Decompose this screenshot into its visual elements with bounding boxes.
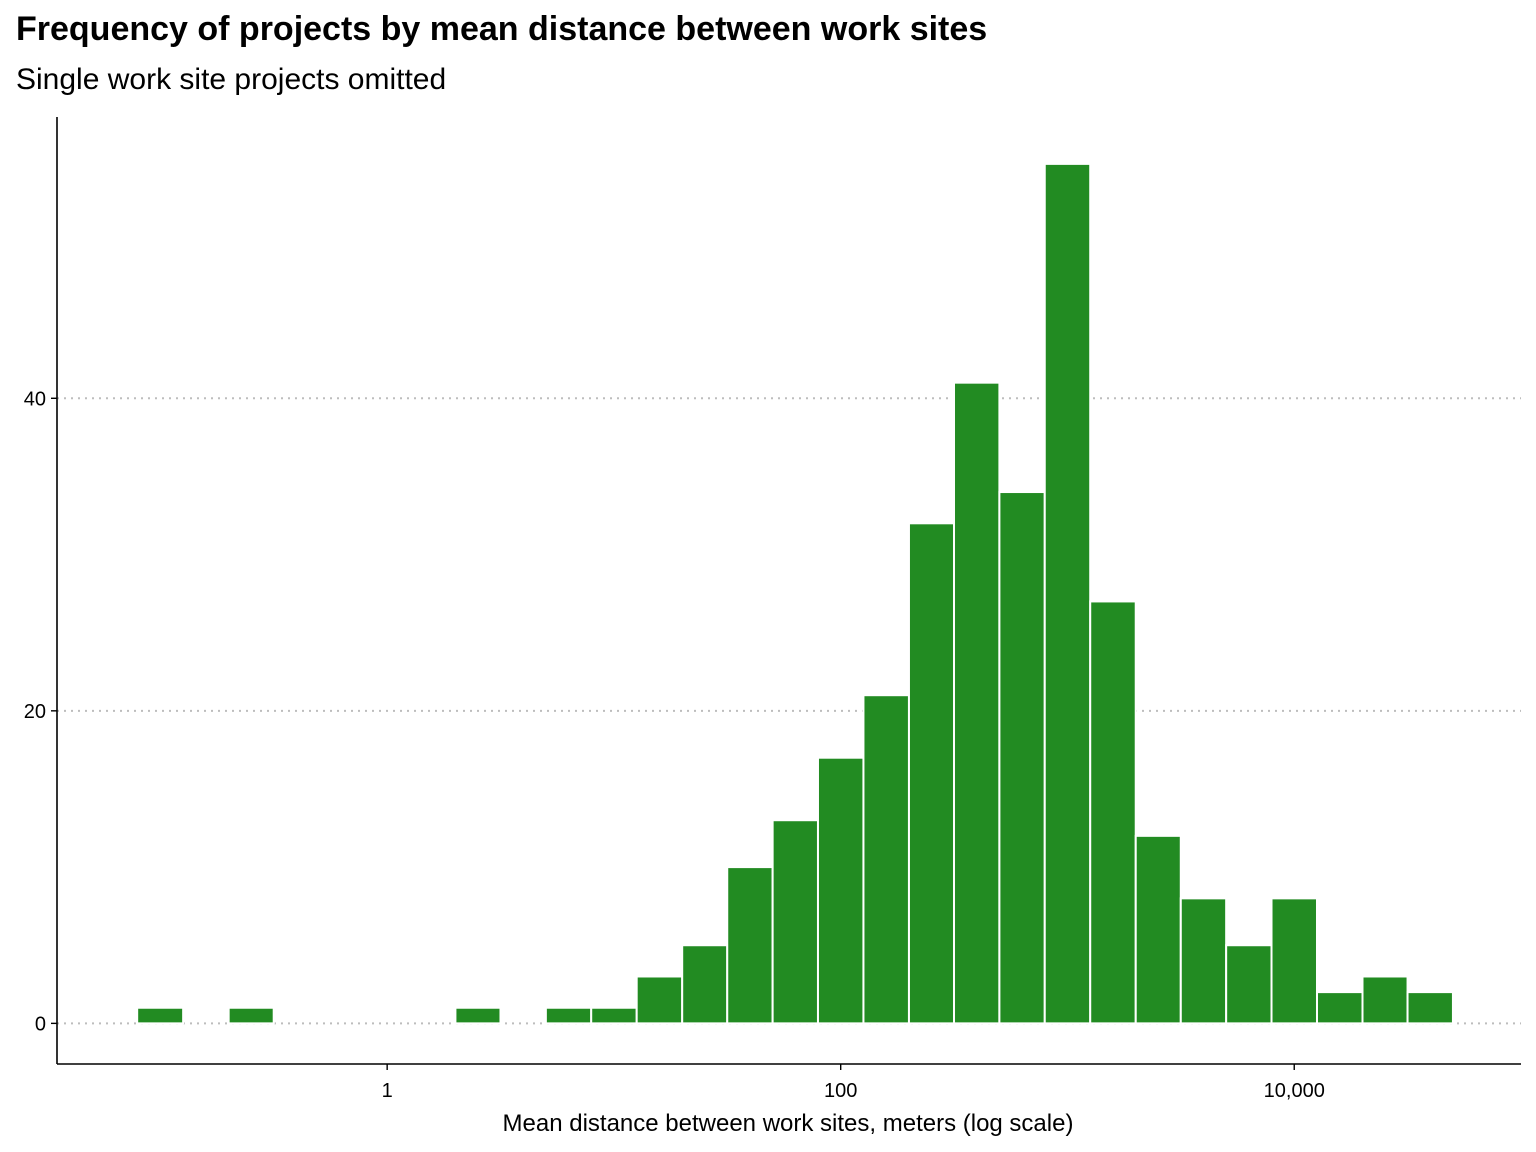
histogram-bar [1270,897,1318,1025]
histogram-bar [1315,991,1364,1025]
histogram-bar [1361,975,1409,1025]
histogram-bars [136,162,1454,1025]
y-tick-label: 40 [24,388,46,410]
histogram-bar [862,694,910,1025]
histogram-bar [1406,991,1454,1025]
histogram-bar [816,756,865,1025]
histogram-bar [726,866,774,1025]
axes [56,117,1521,1065]
histogram-bar [1179,897,1228,1025]
x-tick-label: 100 [824,1080,857,1102]
x-axis-title: Mean distance between work sites, meters… [503,1110,1074,1137]
y-tick-label: 20 [24,701,46,723]
histogram-bar [771,819,819,1025]
histogram-bar [635,975,684,1025]
histogram-bar [1043,162,1092,1025]
histogram-bar [136,1006,185,1025]
histogram-bar [953,381,1001,1025]
x-tick-label: 1 [382,1080,393,1102]
histogram-bar [1134,834,1182,1025]
histogram-bar [998,491,1046,1025]
histogram-bar [590,1006,638,1025]
histogram-bar [681,944,729,1025]
y-ticks: 0 20 40 [24,388,57,1035]
histogram-bar [544,1006,593,1025]
histogram-bar [1089,600,1137,1025]
y-tick-label: 0 [35,1013,46,1035]
histogram-bar [227,1006,275,1025]
x-tick-label: 10,000 [1264,1080,1325,1102]
chart-subtitle: Single work site projects omitted [16,63,447,96]
chart-title: Frequency of projects by mean distance b… [16,10,988,48]
histogram-bar [1225,944,1273,1025]
x-ticks: 1 100 10,000 [382,1064,1325,1102]
histogram-bar [907,522,956,1025]
histogram-bar [454,1006,502,1025]
